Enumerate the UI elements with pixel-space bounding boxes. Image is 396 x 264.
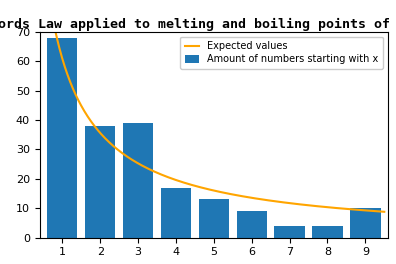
Bar — [236, 211, 267, 238]
Expected values — [227, 192, 232, 195]
Expected values — [207, 188, 212, 191]
Title: Benfords Law applied to melting and boiling points of elements: Benfords Law applied to melting and boil… — [0, 17, 396, 31]
Expected values — [205, 187, 209, 191]
Bar — [199, 199, 229, 238]
Bar — [350, 208, 381, 238]
Legend: Expected values, Amount of numbers starting with x: Expected values, Amount of numbers start… — [180, 36, 383, 69]
Bar — [274, 226, 305, 238]
Bar — [161, 188, 191, 238]
Expected values — [374, 210, 379, 213]
Bar — [312, 226, 343, 238]
Line: Expected values: Expected values — [47, 0, 384, 212]
Bar — [123, 123, 153, 238]
Expected values — [321, 205, 326, 208]
Expected values — [382, 210, 386, 213]
Bar — [47, 37, 78, 238]
Bar — [85, 126, 115, 238]
Expected values — [246, 196, 250, 199]
